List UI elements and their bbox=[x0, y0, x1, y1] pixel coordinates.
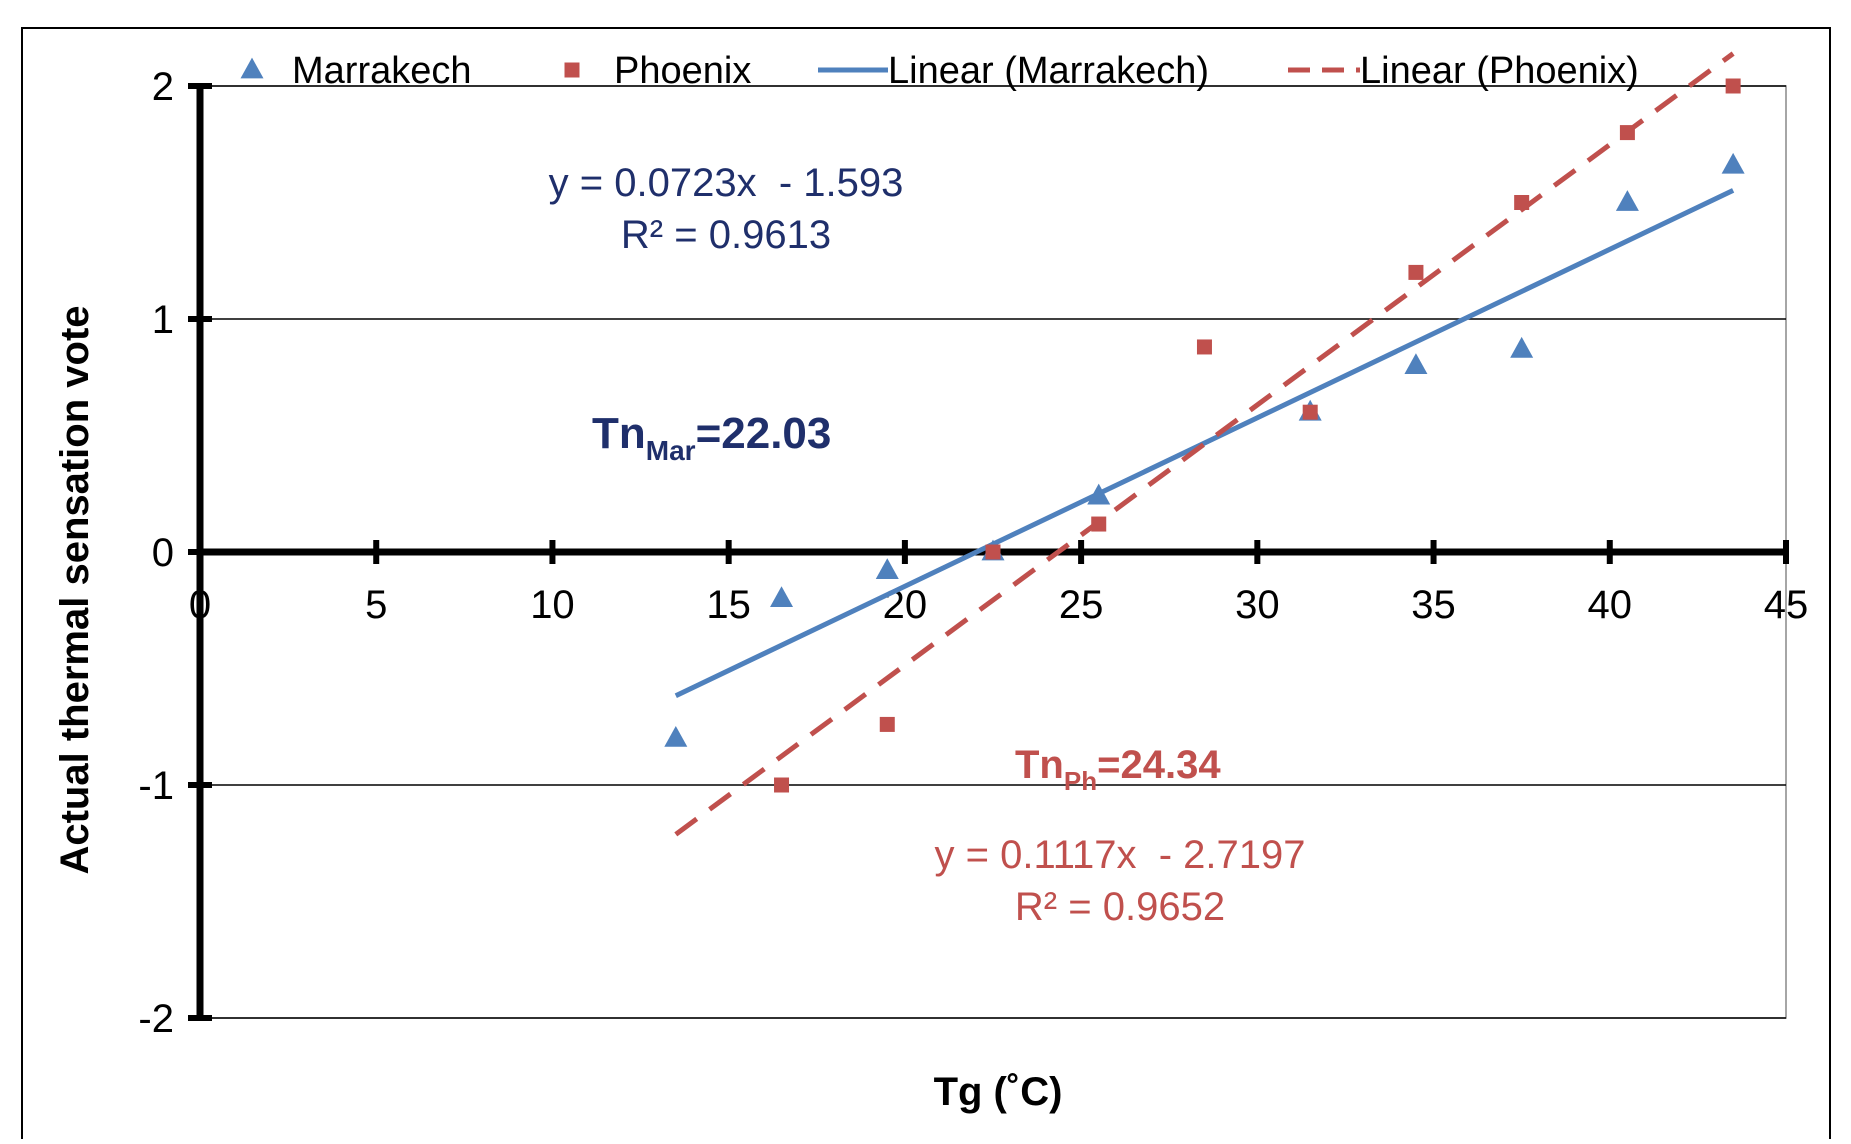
legend-linear-marrakech-label: Linear (Marrakech) bbox=[888, 50, 1209, 92]
phoenix-point bbox=[1408, 264, 1424, 280]
legend-linear-phoenix-label: Linear (Phoenix) bbox=[1360, 50, 1639, 92]
marrakech-point bbox=[770, 586, 794, 607]
marrakech-r2: R² = 0.9613 bbox=[621, 213, 831, 257]
legend-marrakech-swatch bbox=[240, 57, 264, 79]
x-tick-label: 45 bbox=[1764, 583, 1809, 627]
x-tick-label: 30 bbox=[1235, 583, 1280, 627]
phoenix-point bbox=[879, 716, 895, 732]
phoenix-point bbox=[774, 777, 790, 793]
x-tick-label: 0 bbox=[189, 583, 211, 627]
tn-mar-base: Tn bbox=[592, 409, 646, 458]
tn-mar-sub: Mar bbox=[646, 435, 696, 466]
y-tick-label: 1 bbox=[152, 298, 174, 342]
tn-marrakech-annotation: TnMar=22.03 bbox=[592, 409, 831, 466]
phoenix-point bbox=[985, 544, 1001, 560]
phoenix-point bbox=[1514, 195, 1530, 210]
marrakech-point bbox=[1510, 336, 1534, 358]
legend-marrakech-label: Marrakech bbox=[292, 50, 472, 92]
tn-mar-value: =22.03 bbox=[696, 409, 832, 458]
x-tick-label: 25 bbox=[1059, 583, 1104, 627]
x-tick-label: 40 bbox=[1588, 583, 1633, 627]
marrakech-point bbox=[1404, 353, 1428, 374]
legend-phoenix-swatch bbox=[564, 62, 580, 78]
y-tick-label: -2 bbox=[138, 997, 174, 1041]
chart-frame bbox=[21, 27, 1831, 1144]
gridlines bbox=[200, 85, 1786, 1019]
phoenix-point bbox=[1725, 78, 1741, 94]
tn-ph-value: =24.34 bbox=[1097, 743, 1221, 787]
marrakech-point bbox=[1615, 190, 1639, 211]
legend-phoenix-label: Phoenix bbox=[614, 50, 751, 92]
phoenix-point bbox=[1091, 516, 1107, 532]
x-tick-label: 35 bbox=[1411, 583, 1456, 627]
phoenix-point bbox=[1302, 404, 1318, 420]
x-tick-label: 20 bbox=[883, 583, 928, 627]
x-tick-label: 15 bbox=[706, 583, 751, 627]
phoenix-equation: y = 0.1117x - 2.7197 bbox=[935, 833, 1306, 877]
marrakech-equation: y = 0.0723x - 1.593 bbox=[549, 161, 904, 205]
marrakech-point bbox=[875, 558, 899, 580]
x-tick-label: 5 bbox=[365, 583, 387, 627]
tn-ph-base: Tn bbox=[1015, 743, 1064, 787]
x-tick-label: 10 bbox=[530, 583, 575, 627]
marrakech-point bbox=[1721, 152, 1745, 174]
trendlines bbox=[674, 51, 1735, 837]
phoenix-point bbox=[1619, 125, 1635, 141]
y-axis-title: Actual thermal sensation vote bbox=[53, 305, 97, 874]
phoenix-point bbox=[1196, 339, 1212, 355]
trendline-phoenix bbox=[674, 51, 1735, 837]
trendline-marrakech bbox=[674, 188, 1735, 699]
y-tick-label: 0 bbox=[152, 531, 174, 575]
tn-phoenix-annotation: TnPh=24.34 bbox=[1015, 743, 1221, 796]
x-axis-title: Tg (˚C) bbox=[934, 1070, 1063, 1114]
legend: Marrakech Phoenix Linear (Marrakech) Linear… bbox=[240, 50, 1639, 92]
y-tick-label: 2 bbox=[152, 65, 174, 109]
y-tick-label: -1 bbox=[138, 764, 174, 808]
marrakech-point bbox=[664, 726, 688, 747]
marrakech-point bbox=[1087, 483, 1111, 505]
phoenix-r2: R² = 0.9652 bbox=[1015, 885, 1225, 929]
tn-ph-sub: Ph bbox=[1064, 766, 1097, 796]
data-markers bbox=[664, 78, 1745, 793]
